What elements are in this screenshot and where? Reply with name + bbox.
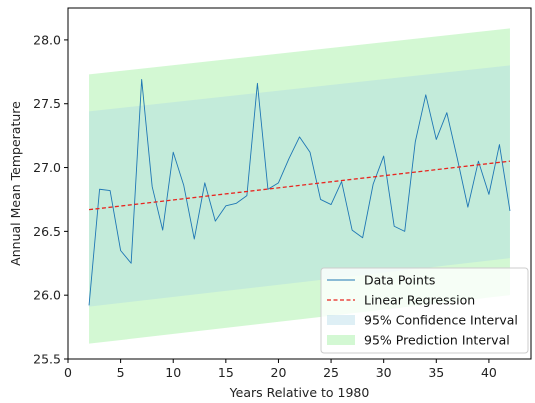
x-tick-label: 40 [481, 365, 497, 380]
legend-label-data-points: Data Points [364, 273, 435, 288]
data-points-line [88, 79, 511, 306]
y-tick-label: 28.0 [33, 32, 61, 47]
x-tick-label: 30 [376, 365, 392, 380]
legend-swatch-95-confidence-interval [327, 315, 355, 325]
x-tick-label: 15 [218, 365, 234, 380]
y-tick-label: 25.5 [33, 352, 61, 367]
legend-swatch-95-prediction-interval [327, 335, 355, 345]
x-tick-label: 25 [323, 365, 339, 380]
y-axis-label: Annual Mean Temperature [8, 101, 23, 266]
y-tick-label: 26.0 [33, 288, 61, 303]
x-tick-label: 0 [64, 365, 72, 380]
y-tick-label: 27.0 [33, 160, 61, 175]
legend-label-linear-regression: Linear Regression [364, 293, 475, 308]
y-tick-label: 27.5 [33, 96, 61, 111]
regression-line [88, 160, 511, 211]
y-tick-label: 26.5 [33, 224, 61, 239]
legend-box [320, 267, 529, 354]
x-tick-label: 20 [271, 365, 287, 380]
plot-frame [67, 7, 532, 360]
legend-label-95-confidence-interval: 95% Confidence Interval [364, 313, 518, 328]
legend-label-95-prediction-interval: 95% Prediction Interval [364, 333, 510, 348]
x-axis-label: Years Relative to 1980 [229, 385, 370, 400]
x-tick-label: 10 [165, 365, 181, 380]
legend: Data Points Linear Regression 95% Confiden… [320, 267, 529, 354]
x-tick-label: 5 [117, 365, 125, 380]
x-tick-label: 35 [428, 365, 444, 380]
